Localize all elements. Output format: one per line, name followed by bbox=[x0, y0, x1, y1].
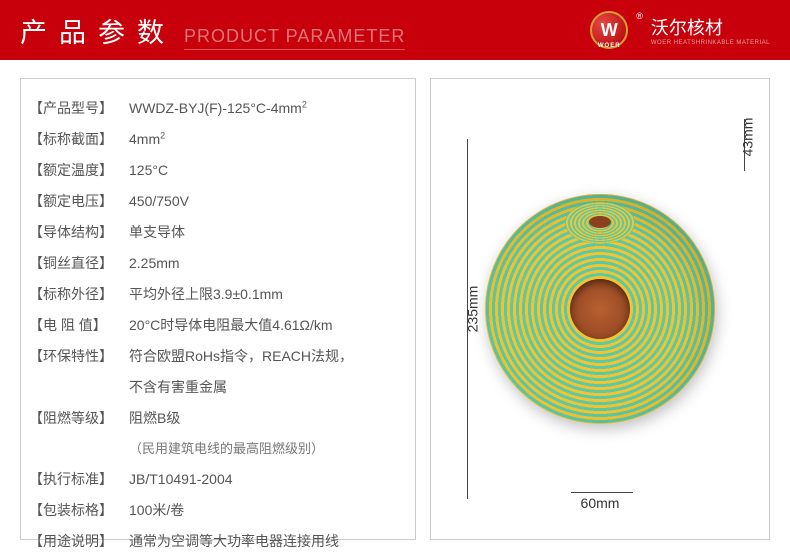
spec-label: 【用途说明】 bbox=[29, 531, 129, 552]
coil-top-hole bbox=[589, 216, 611, 228]
spec-label: 【额定电压】 bbox=[29, 191, 129, 212]
brand-tagline: WOER HEATSHRINKABLE MATERIAL bbox=[651, 40, 770, 46]
spec-label bbox=[29, 439, 129, 459]
spec-value: 单支导体 bbox=[129, 222, 407, 243]
spec-row: 【标称外径】平均外径上限3.9±0.1mm bbox=[23, 279, 413, 310]
spec-value: 125°C bbox=[129, 160, 407, 181]
brand-cn: 沃尔核材 bbox=[651, 14, 770, 40]
logo-letter: W bbox=[601, 20, 618, 41]
spec-label bbox=[29, 377, 129, 398]
spec-row: 【额定温度】125°C bbox=[23, 155, 413, 186]
brand-text: 沃尔核材 WOER HEATSHRINKABLE MATERIAL bbox=[651, 14, 770, 46]
coil-center bbox=[570, 279, 630, 339]
title-en: PRODUCT PARAMETER bbox=[184, 26, 405, 50]
spec-row: 【标称截面】4mm2 bbox=[23, 124, 413, 155]
spec-value: WWDZ-BYJ(F)-125°C-4mm2 bbox=[129, 98, 407, 119]
spec-row: 【导体结构】单支导体 bbox=[23, 217, 413, 248]
title-cn: 产品参数 bbox=[20, 11, 176, 50]
spec-label: 【执行标准】 bbox=[29, 469, 129, 490]
dimension-height: 235mm bbox=[464, 286, 480, 333]
spec-row: （民用建筑电线的最高阻燃级别） bbox=[23, 434, 413, 464]
dim-line-core bbox=[571, 492, 633, 493]
spec-value: 平均外径上限3.9±0.1mm bbox=[129, 284, 407, 305]
spec-label: 【环保特性】 bbox=[29, 346, 129, 367]
image-panel: 235mm 43mm 60mm bbox=[430, 78, 770, 540]
spec-label: 【标称外径】 bbox=[29, 284, 129, 305]
spec-label: 【产品型号】 bbox=[29, 98, 129, 119]
spec-value: 符合欧盟RoHs指令，REACH法规， bbox=[129, 346, 407, 367]
spec-value: 100米/卷 bbox=[129, 500, 407, 521]
spec-row: 【用途说明】通常为空调等大功率电器连接用线 bbox=[23, 526, 413, 557]
spec-label: 【额定温度】 bbox=[29, 160, 129, 181]
spec-label: 【阻燃等级】 bbox=[29, 408, 129, 429]
spec-value: 通常为空调等大功率电器连接用线 bbox=[129, 531, 407, 552]
cable-coil-image bbox=[485, 194, 715, 424]
spec-row: 【产品型号】WWDZ-BYJ(F)-125°C-4mm2 bbox=[23, 93, 413, 124]
dimension-core: 60mm bbox=[581, 495, 620, 511]
spec-label: 【电 阻 值】 bbox=[29, 315, 129, 336]
spec-value: 不含有害重金属 bbox=[129, 377, 407, 398]
spec-label: 【包装标格】 bbox=[29, 500, 129, 521]
spec-row: 【包装标格】100米/卷 bbox=[23, 495, 413, 526]
spec-label: 【标称截面】 bbox=[29, 129, 129, 150]
spec-label: 【铜丝直径】 bbox=[29, 253, 129, 274]
brand-block: W WOER ® 沃尔核材 WOER HEATSHRINKABLE MATERI… bbox=[590, 11, 770, 49]
spec-row: 【额定电压】450/750V bbox=[23, 186, 413, 217]
registered-mark: ® bbox=[636, 11, 643, 21]
dimension-thickness: 43mm bbox=[740, 118, 756, 157]
title-block: 产品参数 PRODUCT PARAMETER bbox=[20, 11, 405, 50]
superscript: 2 bbox=[302, 99, 307, 109]
spec-panel: 【产品型号】WWDZ-BYJ(F)-125°C-4mm2【标称截面】4mm2【额… bbox=[20, 78, 416, 540]
superscript: 2 bbox=[160, 130, 165, 140]
spec-value: （民用建筑电线的最高阻燃级别） bbox=[129, 439, 407, 459]
logo-sub: WOER bbox=[598, 43, 621, 49]
spec-value: JB/T10491-2004 bbox=[129, 469, 407, 490]
spec-label: 【导体结构】 bbox=[29, 222, 129, 243]
spec-row: 不含有害重金属 bbox=[23, 372, 413, 403]
header: 产品参数 PRODUCT PARAMETER W WOER ® 沃尔核材 WOE… bbox=[0, 0, 790, 60]
spec-value: 450/750V bbox=[129, 191, 407, 212]
spec-value: 2.25mm bbox=[129, 253, 407, 274]
spec-value: 4mm2 bbox=[129, 129, 407, 150]
spec-value: 20°C时导体电阻最大值4.61Ω/km bbox=[129, 315, 407, 336]
spec-row: 【阻燃等级】阻燃B级 bbox=[23, 403, 413, 434]
spec-row: 【电 阻 值】20°C时导体电阻最大值4.61Ω/km bbox=[23, 310, 413, 341]
content: 【产品型号】WWDZ-BYJ(F)-125°C-4mm2【标称截面】4mm2【额… bbox=[0, 60, 790, 558]
brand-logo-icon: W WOER bbox=[590, 11, 628, 49]
spec-row: 【执行标准】JB/T10491-2004 bbox=[23, 464, 413, 495]
spec-row: 【铜丝直径】2.25mm bbox=[23, 248, 413, 279]
spec-value: 阻燃B级 bbox=[129, 408, 407, 429]
spec-row: 【环保特性】符合欧盟RoHs指令，REACH法规， bbox=[23, 341, 413, 372]
